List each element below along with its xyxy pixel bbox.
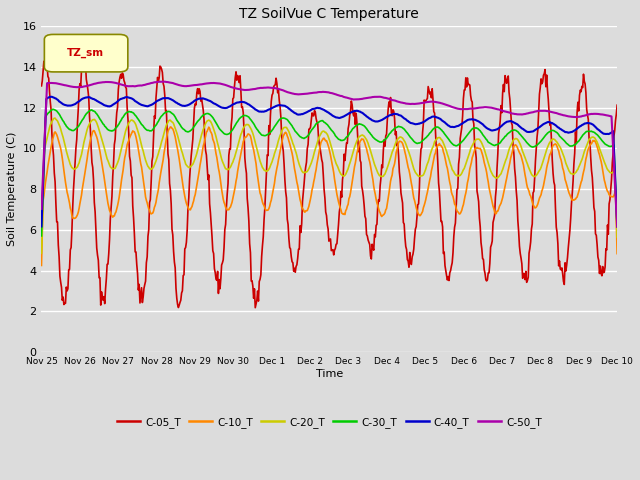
C-30_T [48,107,56,113]
C-30_T [49,107,56,112]
C-20_T [48,119,56,124]
C-30_T [197,115,205,120]
Line: C-30_T: C-30_T [42,109,617,236]
C-10_T [166,125,173,131]
C-10_T [48,140,56,146]
C-30_T [38,233,45,239]
C-20_T [51,115,59,121]
Text: TZ_sm: TZ_sm [67,48,104,59]
C-20_T [38,251,45,256]
Line: C-05_T: C-05_T [42,58,617,308]
C-50_T [38,206,45,212]
C-20_T [400,138,408,144]
C-40_T [38,224,45,229]
C-30_T [417,139,425,145]
C-10_T [400,145,408,151]
C-50_T [108,79,115,85]
X-axis label: Time: Time [316,369,343,379]
Legend: C-05_T, C-10_T, C-20_T, C-30_T, C-40_T, C-50_T: C-05_T, C-10_T, C-20_T, C-30_T, C-40_T, … [113,413,546,432]
C-50_T [48,80,56,86]
C-10_T [417,212,425,217]
C-40_T [197,96,205,101]
C-30_T [108,128,116,134]
C-10_T [613,251,621,256]
C-40_T [400,116,408,121]
C-50_T [197,82,205,87]
C-50_T [613,224,621,229]
C-40_T [613,220,621,226]
FancyBboxPatch shape [44,35,128,72]
C-40_T [47,94,55,100]
C-30_T [400,126,408,132]
C-20_T [417,173,425,179]
C-05_T [38,83,45,89]
C-05_T [401,235,409,240]
C-05_T [108,194,116,200]
C-05_T [166,187,174,193]
C-05_T [418,144,426,150]
C-50_T [166,80,174,85]
C-50_T [417,100,425,106]
Line: C-10_T: C-10_T [42,127,617,265]
C-20_T [108,166,116,171]
Title: TZ SoilVue C Temperature: TZ SoilVue C Temperature [239,7,419,21]
C-20_T [613,234,621,240]
C-30_T [613,224,621,230]
Y-axis label: Soil Temperature (C): Soil Temperature (C) [7,132,17,246]
Line: C-20_T: C-20_T [42,118,617,253]
C-20_T [197,135,205,141]
C-10_T [38,263,45,268]
C-10_T [166,124,174,130]
Line: C-40_T: C-40_T [42,97,617,227]
C-05_T [252,305,259,311]
C-30_T [166,109,174,115]
C-05_T [197,98,205,104]
C-50_T [400,100,408,106]
C-10_T [108,212,115,217]
C-40_T [108,102,116,108]
Line: C-50_T: C-50_T [42,82,617,227]
C-05_T [49,144,56,149]
C-40_T [166,96,174,102]
C-10_T [197,158,205,164]
C-05_T [42,55,50,61]
C-40_T [417,120,425,126]
C-20_T [166,118,174,123]
C-05_T [613,102,621,108]
C-50_T [157,79,165,84]
C-40_T [49,94,56,100]
